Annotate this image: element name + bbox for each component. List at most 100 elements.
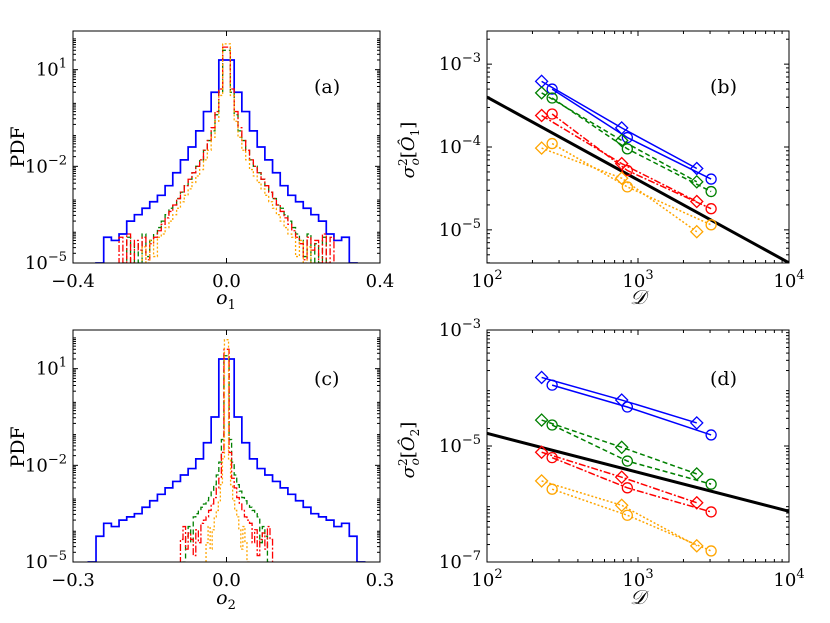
panel-b-ytick-exp: −5 [462,217,481,232]
marker-diamond-d [614,440,629,455]
panel-d-xtick-base: 10 [622,570,645,591]
marker-diamond-b [534,141,549,156]
panel-b-xtick-base: 10 [622,271,645,292]
panel-d-ytick-exp: −5 [462,433,481,448]
panel-b-plot [487,74,789,263]
panel-c-ytick-label: 101 [36,356,67,380]
panel-c-ytick-exp: −2 [48,452,67,467]
panel-c-label: (c) [314,368,339,390]
panel-d-ytick-base: 10 [439,552,462,573]
marker-circle-b [546,108,558,120]
series-line-orange-circles-d [551,488,712,552]
panel-b-ytick-label: 10−3 [439,51,481,75]
histogram-green-c [182,355,271,562]
marker-circle-d [621,509,633,521]
panel-d-xtick-label: 103 [622,567,653,591]
panel-a-ytick-exp: −5 [48,250,67,265]
panel-b-ytick-label: 10−5 [439,217,481,241]
marker-circle-b [546,137,558,150]
panel-b-frame [486,30,790,264]
panel-d-xlabel: 𝒟 [630,585,650,609]
panel-a-label: (a) [314,76,340,98]
panel-d-ytick-label: 10−5 [439,433,481,457]
marker-circle-b [705,219,717,231]
panel-d-ylabel-sup: 2 [396,458,410,466]
panel-b-label: (b) [710,76,737,98]
series-line-green-circles-b [551,97,712,193]
panel-c-ytick-base: 10 [36,359,59,380]
panel-a-ytick-base: 10 [25,156,48,177]
panel-b-ytick-base: 10 [439,220,462,241]
panel-c-xtick-label: −0.3 [51,570,95,591]
panel-b-ylabel-close: ] [398,122,419,129]
panel-d-ylabel-close: ] [398,422,419,429]
panel-d-xtick-base: 10 [773,570,796,591]
marker-circle-d [621,401,633,413]
panel-d-ytick-label: 10−3 [439,317,481,341]
panel-d-xtick-exp: 4 [796,567,804,582]
panel-b-xtick-exp: 3 [645,268,653,283]
panel-d-ytick-label: 10−7 [439,549,481,573]
panel-d-ylabel-sub: o [408,458,422,465]
panel-b-ylabel-sigma: σ [398,165,419,178]
series-line-orange-diamonds-b [541,147,698,233]
panel-b-ylabel: σ2o[Ô1] [396,122,422,179]
series-line-green-diamonds-d [541,419,698,475]
series-line-red-circles-d [551,456,712,513]
panel-c-ytick-exp: −5 [48,549,67,564]
series-line-red-diamonds-b [541,114,698,203]
panel-d-xtick-base: 10 [471,570,494,591]
panel-b-xtick-base: 10 [471,271,494,292]
marker-diamond-d [614,470,629,485]
panel-d-ytick-exp: −3 [462,317,481,332]
panel-b: (b) 102 103 104 10−510−410−3 σ2o[Ô1] 𝒟 [396,30,805,309]
panel-a-ytick-label: 10−5 [25,250,67,274]
panel-c-plot [87,339,366,562]
series-line-red-diamonds-d [541,451,698,504]
marker-circle-b [705,203,717,215]
panel-c-xlabel: o2 [216,587,236,613]
panel-b-xtick-base: 10 [773,271,796,292]
marker-diamond-d [689,538,704,553]
reference-line-b [487,95,789,263]
marker-circle-b [621,181,633,193]
panel-b-ylabel-Osub: 1 [408,129,422,137]
panel-a-ytick-exp: 1 [59,57,67,72]
marker-diamond-d [689,495,704,510]
panel-d-ytick-base: 10 [439,320,462,341]
marker-diamond-b [689,174,704,189]
panel-c-xtick-label: 0.3 [366,570,395,591]
panel-b-ytick-label: 10−4 [439,134,481,158]
marker-circle-d [621,482,633,494]
series-line-orange-circles-b [551,142,712,226]
marker-circle-d [705,429,717,441]
panel-d-xtick-exp: 2 [494,567,502,582]
panel-d-xtick-exp: 3 [645,567,653,582]
histogram-red-a [118,46,335,263]
panel-d-ytick-base: 10 [439,436,462,457]
marker-circle-b [546,92,558,104]
panel-b-xtick-exp: 2 [494,268,502,283]
marker-diamond-d [534,445,549,460]
histogram-red-c [179,348,274,562]
panel-a-ytick-exp: −2 [48,153,67,168]
histogram-blue-a [95,59,358,263]
series-line-blue-diamonds-b [541,80,698,170]
panel-d-ylabel: σ2o[Ô2] [396,422,422,479]
panel-c-ylabel: PDF [7,426,29,467]
panel-a-frame [72,30,381,264]
panel-d-ylabel-O: Ô [396,436,419,451]
marker-diamond-b [534,85,549,100]
histogram-green-a [122,49,331,263]
panel-d-plot [487,370,789,557]
histogram-blue-c [87,358,366,562]
series-line-blue-circles-b [551,88,712,180]
panel-b-ytick-base: 10 [439,137,462,158]
panel-c-ytick-exp: 1 [59,356,67,371]
panel-d-label: (d) [710,368,737,390]
panel-b-ylabel-open: [ [398,151,419,158]
panel-a-xlabel-main: o [216,287,227,309]
marker-diamond-b [689,224,704,239]
